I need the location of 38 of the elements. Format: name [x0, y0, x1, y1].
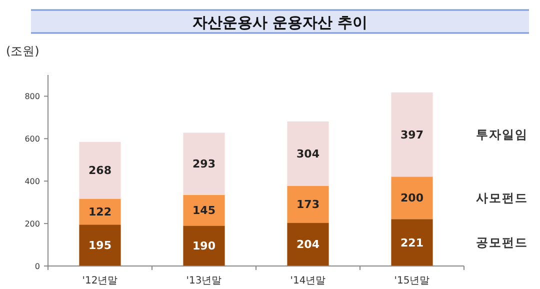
- bar: [391, 219, 433, 266]
- bar: [183, 194, 225, 226]
- data-label: 195: [88, 239, 112, 252]
- bar: [287, 222, 329, 266]
- bar: [79, 198, 121, 225]
- bar: [183, 132, 225, 195]
- data-label: 268: [88, 164, 112, 178]
- x-tick-label: '14년말: [290, 276, 326, 286]
- y-axis-title: (조원): [6, 44, 40, 58]
- data-label: 304: [296, 148, 320, 161]
- data-label: 190: [192, 240, 216, 253]
- chart-title: 자산운용사 운용자산 추이: [192, 13, 368, 32]
- data-label: 200: [400, 192, 424, 205]
- data-label: 204: [296, 238, 320, 252]
- bar: [79, 142, 121, 199]
- y-tick-label: 600: [24, 134, 40, 144]
- bar: [391, 176, 433, 220]
- text: 투자일임: [476, 128, 528, 142]
- bar: [287, 186, 329, 223]
- text: 공모펀드: [476, 236, 528, 250]
- data-label: 145: [192, 204, 216, 218]
- bar: [287, 121, 329, 186]
- text: 사모펀드: [476, 191, 528, 206]
- x-tick-label: '12년말: [82, 276, 118, 286]
- bar: [79, 224, 121, 266]
- y-tick-label: 200: [24, 219, 40, 228]
- bar: [183, 226, 225, 266]
- y-tick-label: 800: [24, 92, 40, 102]
- x-tick-label: '13년말: [186, 276, 222, 286]
- y-tick-label: 0: [34, 262, 40, 271]
- x-tick-label: '15년말: [394, 276, 430, 286]
- bar: [391, 92, 433, 177]
- y-tick-label: 400: [24, 176, 40, 186]
- data-label: 122: [88, 206, 112, 219]
- data-label: 293: [192, 158, 216, 171]
- data-label: 221: [400, 236, 424, 250]
- data-label: 397: [400, 128, 424, 142]
- data-label: 173: [296, 198, 320, 212]
